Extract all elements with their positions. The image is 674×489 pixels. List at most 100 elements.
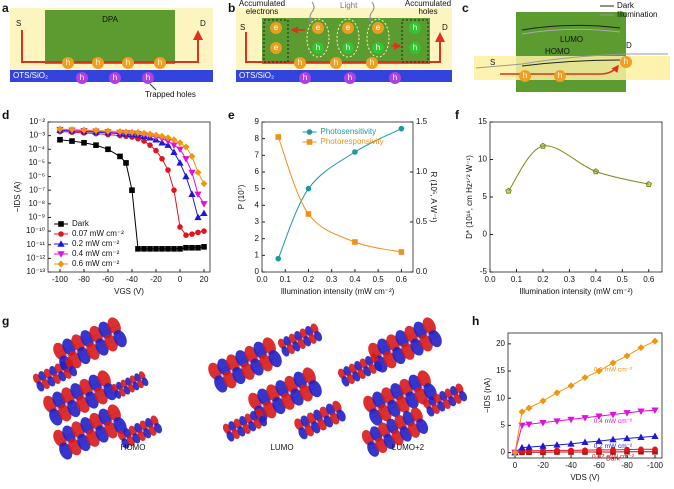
x-tick-label: 0.4 — [590, 275, 602, 284]
label: h — [624, 57, 628, 66]
marker — [194, 168, 202, 176]
trapped-hole — [109, 72, 121, 84]
marker — [176, 159, 184, 166]
label: S — [16, 19, 21, 28]
marker — [201, 244, 207, 250]
marker — [140, 129, 148, 137]
marker — [104, 127, 112, 135]
arrow — [245, 32, 445, 63]
marker — [306, 129, 313, 135]
marker — [567, 416, 575, 424]
marker — [141, 246, 147, 252]
y-tick-label: -5 — [480, 267, 488, 276]
marker — [189, 231, 195, 237]
y2-tick-label: 1.0 — [416, 167, 428, 176]
legend-label: 0.07 mW cm⁻² — [72, 229, 124, 238]
marker — [645, 180, 652, 187]
series-label: 0.4 mW cm⁻² — [594, 418, 633, 425]
marker — [182, 156, 190, 163]
lobe — [374, 361, 383, 372]
marker — [69, 138, 75, 144]
marker — [170, 142, 178, 149]
x-tick-label: 20 — [200, 275, 209, 284]
molecule — [53, 317, 127, 373]
marker — [159, 246, 165, 252]
homo-level — [475, 53, 668, 69]
exciton — [366, 18, 390, 58]
semiconductor — [45, 10, 175, 64]
marker — [305, 185, 312, 192]
hole — [92, 57, 104, 69]
marker — [188, 169, 196, 177]
marker — [553, 389, 561, 397]
x-tick-label: -100 — [647, 461, 664, 470]
marker — [56, 125, 64, 133]
lobe — [141, 377, 149, 387]
marker — [164, 134, 172, 142]
label: Trapped holes — [145, 90, 196, 99]
label: h — [376, 43, 380, 52]
marker — [637, 433, 645, 441]
hole — [409, 42, 421, 54]
legend-label: 0.4 mW cm⁻² — [72, 249, 120, 258]
legend-label: Photosensitivity — [321, 127, 377, 136]
lobe — [423, 383, 437, 401]
marker — [596, 447, 602, 453]
y-tick-label: 0 — [255, 267, 260, 276]
y2-tick-label: 0.0 — [416, 267, 428, 276]
x-tick-label: -20 — [537, 461, 549, 470]
x-axis-label: Illumination intensity (mW cm⁻²) — [281, 287, 395, 296]
x-tick-label: 0.6 — [396, 275, 408, 284]
x-tick-label: 0.2 — [537, 275, 549, 284]
electron — [372, 22, 384, 34]
marker — [275, 134, 282, 140]
label: h — [413, 23, 417, 32]
plot-frame — [489, 121, 663, 273]
molecule — [422, 383, 468, 417]
marker — [652, 446, 658, 453]
marker — [189, 244, 195, 251]
marker — [651, 407, 659, 414]
x-tick-label: -80 — [78, 275, 90, 284]
marker — [540, 447, 546, 454]
label: e — [274, 23, 279, 32]
trapped-hole — [389, 72, 401, 84]
lumo-level — [521, 24, 621, 31]
marker — [305, 211, 312, 217]
panel-label: d — [2, 108, 9, 122]
lobe — [268, 350, 282, 368]
x-tick-label: 0.1 — [511, 275, 523, 284]
lobe — [314, 331, 323, 342]
series-label: 0.2 mW cm⁻² — [594, 443, 633, 450]
panel-label: f — [455, 108, 460, 122]
marker — [595, 437, 603, 444]
marker — [158, 132, 166, 140]
marker — [567, 382, 575, 390]
hole — [620, 56, 632, 68]
y-tick-label: 7 — [255, 150, 260, 159]
trapped-hole — [344, 72, 356, 84]
x-tick-label: 0.0 — [256, 275, 268, 284]
marker — [176, 146, 184, 154]
marker — [194, 191, 202, 199]
series-line — [277, 136, 402, 253]
label: e — [376, 23, 381, 32]
marker — [68, 126, 76, 134]
marker — [146, 130, 154, 138]
leader — [149, 83, 157, 91]
marker — [153, 246, 159, 252]
orbital-label: HOMO — [121, 443, 146, 452]
hole — [366, 57, 378, 69]
marker — [525, 421, 533, 429]
marker — [195, 244, 201, 251]
lobe — [428, 330, 442, 348]
y-tick-label: 15 — [496, 366, 505, 375]
y-tick-label: 10⁻⁸ — [29, 199, 46, 208]
legend-label: Illumination — [617, 10, 657, 19]
y-tick-label: 0 — [483, 230, 488, 239]
panel-label: h — [472, 314, 479, 328]
x-tick-label: 0.5 — [373, 275, 385, 284]
x-axis-label: VGS (V) — [114, 287, 144, 296]
marker — [183, 232, 189, 238]
marker — [637, 408, 645, 416]
